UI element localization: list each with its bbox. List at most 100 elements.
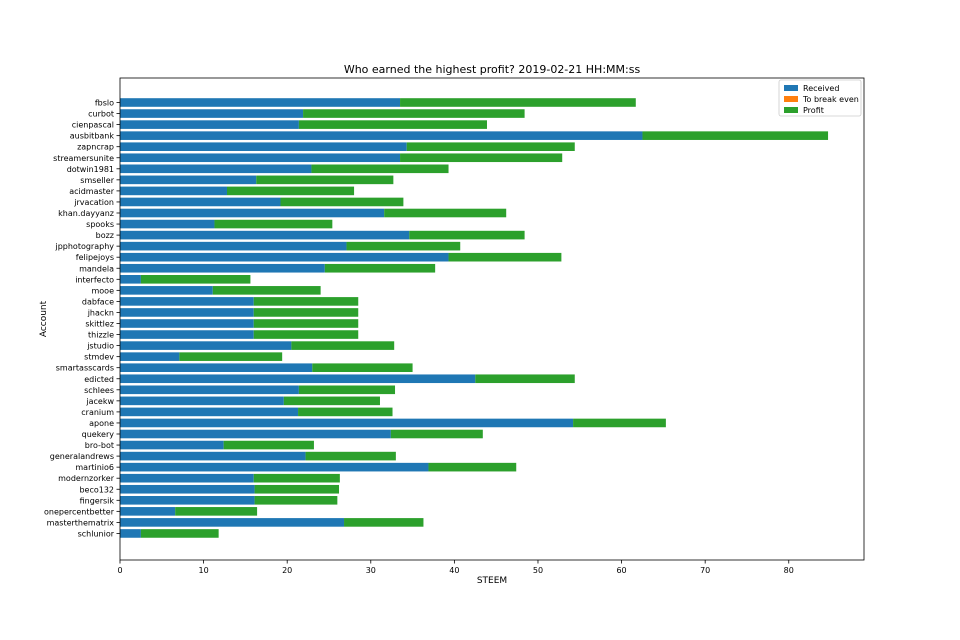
bar-profit-schlees (298, 385, 396, 395)
bar-profit-apone (573, 418, 666, 428)
y-tick-label: dotwin1981 (67, 165, 114, 174)
bar-received-jpphotography (120, 241, 347, 251)
bar-received-felipejoys (120, 252, 449, 262)
y-tick-label: jhackn (87, 308, 114, 317)
bar-profit-skittlez (253, 319, 359, 328)
y-tick-label: curbot (88, 110, 114, 119)
legend-swatch-profit (784, 107, 798, 113)
y-tick-label: bozz (96, 231, 114, 240)
legend-label: Received (803, 84, 839, 93)
bar-received-schlees (120, 385, 299, 395)
bar-profit-fingersik (254, 496, 338, 505)
bar-received-mooe (120, 286, 213, 295)
x-tick-label: 80 (784, 566, 794, 575)
legend-label: To break even (802, 95, 859, 104)
y-tick-label: fbslo (95, 99, 114, 108)
plot-frame (119, 77, 865, 561)
bar-profit-fbslo (400, 98, 636, 107)
bar-received-jstudio (120, 341, 292, 350)
bar-received-jacekw (120, 396, 284, 406)
x-tick-label: 40 (449, 566, 459, 575)
bar-profit-khan-dayyanz (384, 208, 507, 218)
bar-received-cienpascal (120, 120, 299, 129)
bar-received-apone (120, 418, 574, 428)
y-tick-label: interfecto (75, 275, 114, 284)
bar-profit-mooe (212, 286, 321, 295)
bar-received-acidmaster (120, 186, 228, 196)
y-tick-label: cienpascal (72, 121, 114, 130)
y-tick-label: schlees (84, 386, 114, 395)
y-tick-label: generalandrews (50, 452, 114, 461)
bar-profit-edicted (475, 374, 575, 384)
bar-profit-jacekw (283, 396, 380, 406)
y-tick-label: edicted (84, 375, 114, 384)
legend-box (778, 79, 862, 117)
bar-received-modernzorker (120, 473, 254, 483)
y-tick-label: smseller (80, 176, 114, 185)
bar-received-zapncrap (120, 142, 407, 151)
bar-received-cranium (120, 407, 299, 417)
bar-received-interfecto (120, 275, 141, 284)
y-tick-label: apone (89, 419, 114, 428)
y-tick-label: onepercentbetter (44, 507, 115, 516)
y-tick-label: jacekw (85, 397, 114, 406)
bar-profit-spooks (214, 219, 333, 229)
y-tick-label: khan.dayyanz (58, 209, 114, 218)
y-tick-label: mandela (79, 264, 114, 273)
y-tick-label: modernzorker (58, 474, 115, 483)
bar-profit-schlunior (140, 529, 219, 538)
y-tick-label: felipejoys (76, 253, 114, 262)
bar-profit-quekery (390, 429, 483, 439)
bar-received-schlunior (120, 529, 141, 538)
x-tick-label: 50 (533, 566, 543, 575)
y-tick-label: quekery (82, 430, 115, 439)
y-tick-label: smartasscards (56, 364, 114, 373)
bar-profit-stmdev (179, 352, 283, 361)
y-tick-label: cranium (81, 408, 114, 417)
y-tick-label: thizzle (88, 331, 114, 340)
bar-received-quekery (120, 429, 391, 439)
bar-profit-smseller (256, 175, 394, 185)
bar-received-beco132 (120, 484, 255, 494)
y-tick-label: beco132 (79, 485, 114, 494)
bars-layer (120, 98, 829, 538)
bar-received-martinio6 (120, 462, 429, 472)
bar-received-ausbitbank (120, 131, 643, 140)
bar-received-dabface (120, 297, 254, 306)
bar-profit-masterthematrix (344, 518, 424, 527)
bar-received-dotwin1981 (120, 164, 312, 174)
x-axis-ticks: 0 10 20 30 40 50 60 70 80 (117, 560, 794, 575)
legend-swatch-to-break-even (784, 96, 798, 102)
bar-profit-cienpascal (298, 120, 487, 129)
bar-received-bro-bot (120, 440, 224, 450)
bar-profit-interfecto (140, 275, 251, 284)
bar-received-jhackn (120, 308, 254, 317)
bar-profit-mandela (324, 263, 436, 273)
legend-swatch-received (784, 85, 798, 91)
bar-profit-dotwin1981 (311, 164, 449, 174)
y-tick-label: schlunior (78, 529, 115, 538)
x-tick-label: 60 (616, 566, 626, 575)
bar-profit-felipejoys (448, 252, 562, 262)
bar-profit-onepercentbetter (175, 507, 258, 516)
bar-received-onepercentbetter (120, 507, 176, 516)
y-tick-label: masterthematrix (47, 518, 115, 527)
y-axis-ticks: fbslo curbot cienpascal ausbitbank zapncrap s… (44, 99, 120, 538)
bar-profit-jpphotography (346, 241, 461, 251)
x-tick-label: 10 (199, 566, 209, 575)
x-tick-label: 30 (366, 566, 376, 575)
bar-received-streamersunite (120, 153, 401, 163)
bar-received-masterthematrix (120, 518, 345, 527)
bar-profit-dabface (253, 297, 359, 306)
chart-title: Who earned the highest profit? 2019-02-2… (344, 63, 641, 76)
y-tick-label: skittlez (85, 320, 114, 329)
x-tick-label: 0 (117, 566, 122, 575)
y-tick-label: jstudio (86, 342, 114, 351)
bar-received-smartasscards (120, 363, 313, 372)
bar-profit-thizzle (253, 330, 359, 339)
y-tick-label: ausbitbank (70, 132, 115, 141)
bar-profit-zapncrap (406, 142, 575, 151)
bar-profit-jstudio (291, 341, 395, 350)
y-tick-label: mooe (91, 286, 114, 295)
